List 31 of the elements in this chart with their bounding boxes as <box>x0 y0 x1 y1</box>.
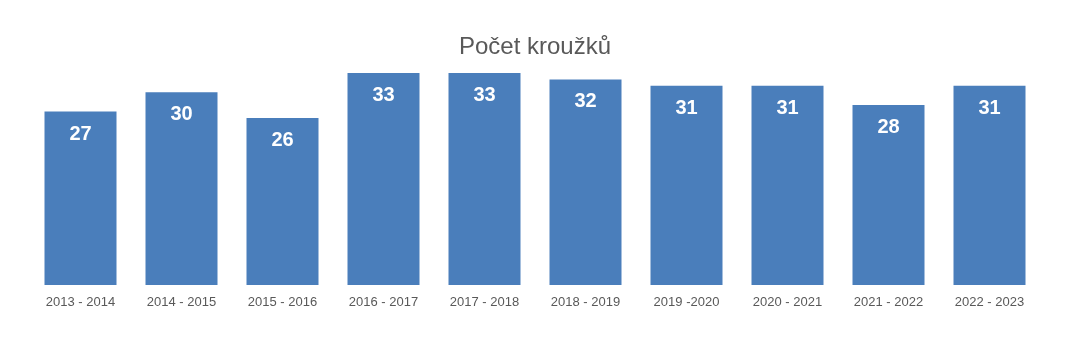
x-tick-label: 2013 - 2014 <box>45 293 116 309</box>
data-label: 31 <box>776 95 799 118</box>
data-label: 31 <box>978 95 1001 118</box>
data-label: 27 <box>69 121 92 144</box>
x-tick-label: 2022 - 2023 <box>954 293 1025 309</box>
bar <box>751 85 824 285</box>
data-label: 28 <box>877 115 900 138</box>
chart-title: Počet kroužků <box>458 32 612 59</box>
bar <box>448 73 521 285</box>
data-label: 33 <box>372 83 395 105</box>
bar <box>549 79 622 285</box>
x-tick-label: 2016 - 2017 <box>348 293 419 309</box>
x-tick-label: 2021 - 2022 <box>853 293 924 309</box>
bar <box>852 105 925 285</box>
x-tick-label: 2020 - 2021 <box>752 293 823 309</box>
x-tick-label: 2015 - 2016 <box>247 293 318 309</box>
x-tick-label: 2018 - 2019 <box>550 293 621 309</box>
bar <box>650 85 723 285</box>
bar <box>145 92 218 285</box>
x-tick-label: 2019 -2020 <box>653 293 720 309</box>
bar <box>246 117 319 285</box>
bar <box>953 85 1026 285</box>
data-label: 33 <box>473 83 496 105</box>
data-label: 30 <box>170 102 193 125</box>
x-tick-label: 2014 - 2015 <box>146 293 217 309</box>
x-tick-label: 2017 - 2018 <box>449 293 520 309</box>
bar <box>347 73 420 285</box>
data-label: 26 <box>271 127 294 150</box>
data-label: 31 <box>675 95 698 118</box>
data-label: 32 <box>574 89 597 112</box>
bar <box>44 111 117 285</box>
